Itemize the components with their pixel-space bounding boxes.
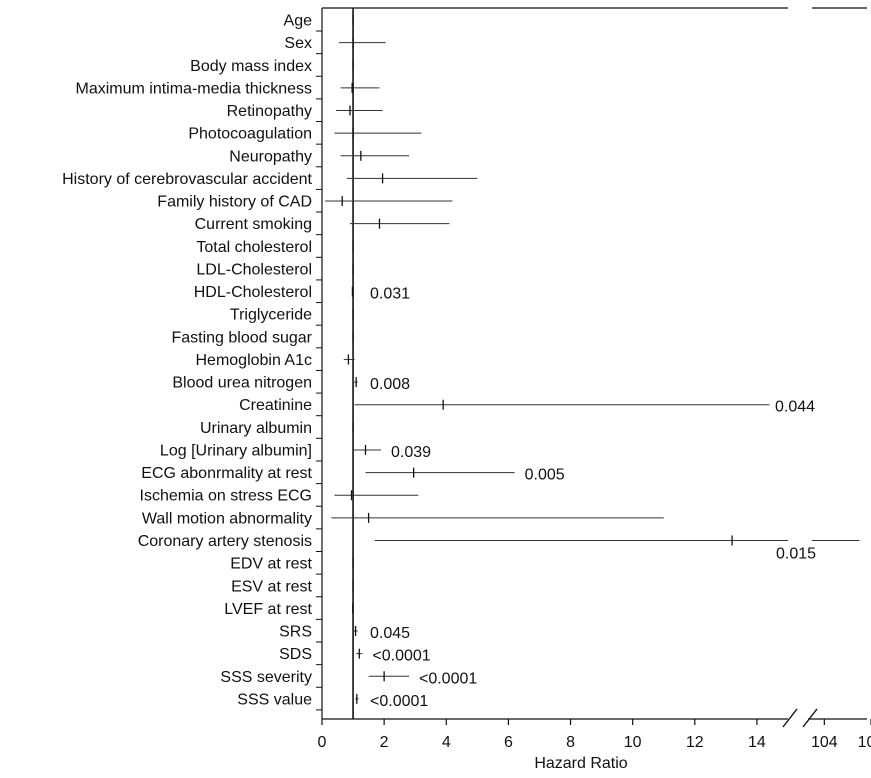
row-label: Hemoglobin A1c (195, 352, 312, 369)
p-value-label: <0.0001 (419, 670, 477, 687)
p-value-label: <0.0001 (372, 648, 430, 665)
row-label: ESV at rest (231, 578, 312, 595)
x-axis: 0 2 4 6 8 10 12 14 104 106 (318, 719, 871, 751)
p-value-label: 0.045 (370, 625, 410, 642)
row-label: Ischemia on stress ECG (140, 488, 313, 505)
row-label: Body mass index (190, 58, 312, 75)
x-tick-label: 10 (624, 734, 642, 751)
p-value-label: 0.015 (776, 545, 816, 562)
row-label: Retinopathy (227, 103, 312, 120)
plot-frame (321, 7, 867, 728)
p-value-label: 0.008 (370, 376, 410, 393)
x-tick-label: 104 (811, 734, 838, 751)
x-tick-label: 12 (686, 734, 704, 751)
forest-rows: Age Sex Body mass index Maximum intima-medi… (62, 13, 860, 711)
row-label: Log [Urinary albumin] (160, 442, 312, 459)
row-label: Fasting blood sugar (171, 329, 312, 346)
row-label: Total cholesterol (196, 239, 312, 256)
x-tick-label: 14 (748, 734, 766, 751)
row-label: Neuropathy (229, 148, 312, 165)
x-tick-label: 8 (566, 734, 575, 751)
axis-break-mark (782, 708, 798, 728)
row-label: Sex (284, 35, 312, 52)
p-value-label: <0.0001 (370, 693, 428, 710)
row-label: Blood urea nitrogen (172, 375, 312, 392)
row-label: Triglyceride (230, 307, 312, 324)
x-tick-label: 4 (442, 734, 451, 751)
row-label: Age (284, 13, 313, 30)
row-label: Maximum intima-media thickness (75, 80, 312, 97)
p-value-label: 0.039 (391, 444, 431, 461)
p-value-label: 0.031 (370, 286, 410, 303)
row-label: Creatinine (239, 397, 312, 414)
x-axis-label: Hazard Ratio (534, 755, 627, 772)
row-label: Urinary albumin (200, 420, 312, 437)
row-label: Current smoking (195, 216, 312, 233)
row-label: SSS severity (220, 669, 312, 686)
row-label: History of cerebrovascular accident (62, 171, 312, 188)
row-label: SSS value (237, 691, 312, 708)
x-tick-label: 2 (380, 734, 389, 751)
x-tick-label: 6 (504, 734, 513, 751)
row-label: LDL-Cholesterol (196, 261, 312, 278)
p-value-label: 0.044 (775, 399, 815, 416)
row-label: HDL-Cholesterol (194, 284, 312, 301)
row-label: EDV at rest (230, 556, 312, 573)
row-label: Coronary artery stenosis (138, 533, 312, 550)
row-label: SDS (279, 646, 312, 663)
row-label: Family history of CAD (157, 194, 312, 211)
x-tick-label: 0 (318, 734, 327, 751)
row-label: LVEF at rest (224, 601, 312, 618)
row-label: Photocoagulation (188, 126, 312, 143)
p-value-label: 0.005 (525, 467, 565, 484)
axis-break-mark (802, 708, 818, 728)
row-label: SRS (279, 624, 312, 641)
row-label: ECG abonrmality at rest (141, 465, 312, 482)
x-tick-label: 106 (858, 734, 871, 751)
row-label: Wall motion abnormality (142, 510, 312, 527)
